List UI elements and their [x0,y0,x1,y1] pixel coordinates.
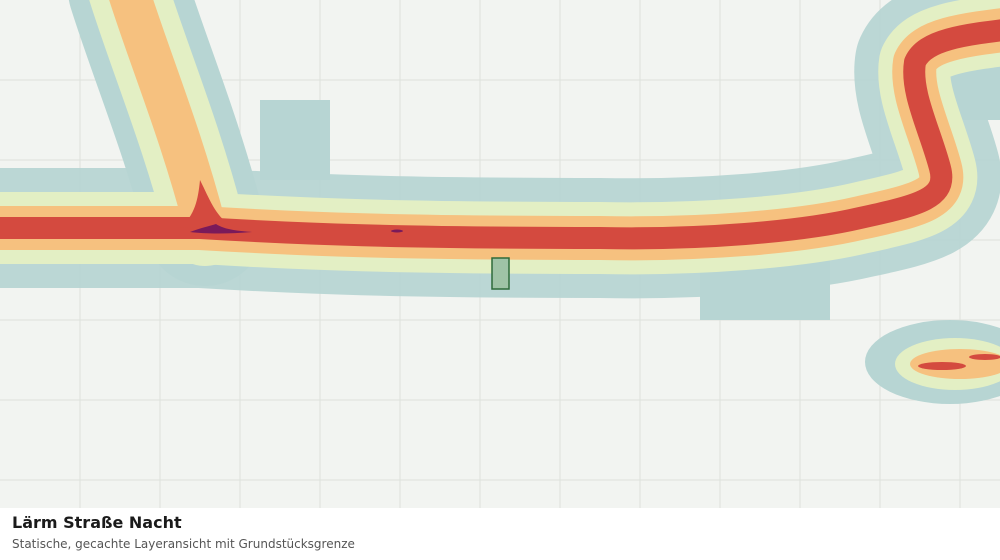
map-canvas [0,0,1000,508]
parcel-boundary[interactable] [491,257,510,290]
layer-subtitle: Statische, gecachte Layeransicht mit Gru… [12,537,355,551]
noise-layer [0,0,1000,404]
layer-title: Lärm Straße Nacht [12,513,182,532]
caption-bar [0,508,1000,560]
